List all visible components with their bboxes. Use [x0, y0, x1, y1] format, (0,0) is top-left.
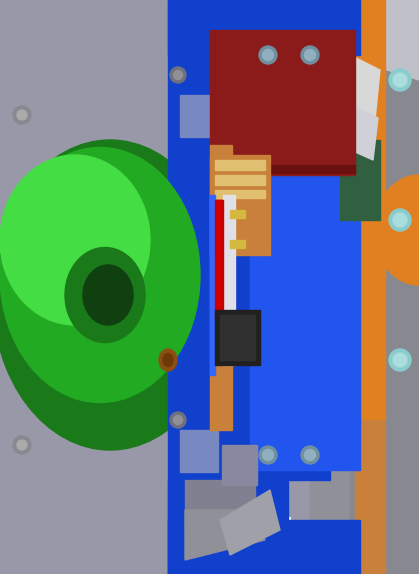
Ellipse shape: [262, 449, 274, 460]
Bar: [168, 520, 360, 574]
Polygon shape: [330, 30, 419, 60]
Ellipse shape: [0, 140, 228, 450]
Bar: [210, 145, 232, 430]
Ellipse shape: [374, 175, 419, 285]
Bar: [168, 0, 233, 574]
Ellipse shape: [393, 353, 407, 367]
Ellipse shape: [259, 446, 277, 464]
Ellipse shape: [173, 416, 183, 425]
Bar: [355, 420, 385, 574]
Bar: [223, 195, 235, 365]
Bar: [180, 430, 218, 472]
Polygon shape: [185, 510, 265, 560]
Polygon shape: [335, 50, 380, 120]
Ellipse shape: [17, 110, 27, 120]
Ellipse shape: [0, 155, 150, 325]
Ellipse shape: [159, 349, 177, 371]
Ellipse shape: [0, 148, 200, 402]
Bar: [168, 0, 360, 55]
Bar: [210, 165, 355, 173]
Ellipse shape: [393, 213, 407, 227]
Ellipse shape: [170, 412, 186, 428]
Bar: [215, 200, 223, 320]
Ellipse shape: [163, 354, 173, 367]
Ellipse shape: [389, 209, 411, 231]
Ellipse shape: [17, 440, 27, 450]
Bar: [215, 175, 265, 185]
Ellipse shape: [170, 67, 186, 83]
Ellipse shape: [301, 46, 319, 64]
Bar: [215, 160, 265, 170]
Ellipse shape: [305, 449, 316, 460]
Bar: [215, 190, 265, 198]
Ellipse shape: [305, 49, 316, 60]
Ellipse shape: [13, 106, 31, 124]
Bar: [168, 480, 288, 574]
Bar: [180, 95, 218, 137]
Bar: [185, 480, 255, 530]
Polygon shape: [220, 490, 280, 555]
Bar: [220, 315, 255, 360]
Bar: [350, 0, 419, 574]
Text: Detector: Detector: [221, 232, 342, 262]
Text: Cold
plate: Cold plate: [218, 488, 300, 556]
Polygon shape: [330, 0, 419, 40]
Ellipse shape: [173, 71, 183, 80]
Ellipse shape: [83, 265, 133, 325]
Bar: [355, 0, 385, 420]
Bar: [215, 310, 260, 365]
Ellipse shape: [389, 69, 411, 91]
Polygon shape: [0, 0, 170, 55]
Ellipse shape: [389, 349, 411, 371]
Bar: [222, 445, 257, 485]
Ellipse shape: [65, 247, 145, 343]
Text: Sapphire
substrate: Sapphire substrate: [211, 342, 350, 381]
Ellipse shape: [259, 46, 277, 64]
Bar: [210, 155, 270, 255]
Text: Electrons
window: Electrons window: [13, 222, 153, 304]
Ellipse shape: [262, 49, 274, 60]
Polygon shape: [333, 100, 378, 160]
Bar: [230, 210, 245, 218]
Bar: [250, 100, 360, 470]
Bar: [340, 140, 380, 220]
Bar: [310, 0, 419, 574]
Polygon shape: [355, 0, 419, 80]
Bar: [210, 30, 355, 175]
Bar: [210, 195, 215, 375]
Ellipse shape: [393, 73, 407, 87]
Ellipse shape: [13, 436, 31, 454]
Bar: [210, 160, 330, 480]
Ellipse shape: [301, 446, 319, 464]
Bar: [230, 240, 245, 248]
